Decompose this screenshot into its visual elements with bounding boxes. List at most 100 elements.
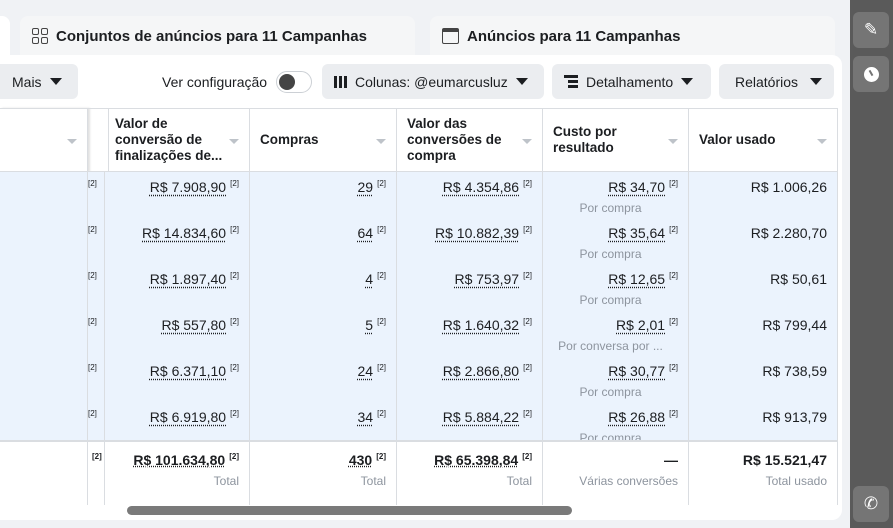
cell-value[interactable]: 5 [365,317,374,333]
cell-value[interactable]: R$ 753,97 [454,271,520,287]
total-value: R$ 15.521,47 [742,452,827,468]
footnote: [2] [377,225,386,234]
cell-subtext: Por compra [579,247,642,261]
columns-label: Colunas: @eumarcusluz [355,73,508,90]
sort-arrow-icon[interactable] [817,139,827,144]
sort-arrow-icon[interactable] [229,139,239,144]
table-cell: R$ 753,97 [2] [397,264,543,310]
tab-active-partial[interactable] [0,16,10,56]
tab-ads[interactable]: Anúncios para 11 Campanhas [430,16,835,56]
cell-value[interactable]: R$ 35,64 [608,225,666,241]
grid-icon [32,28,48,44]
total-label: Total [506,474,532,488]
cell-value[interactable]: 4 [365,271,374,287]
footnote: [2] [669,317,678,326]
column-header[interactable]: Compras [250,108,397,172]
footnote: [2] [669,409,678,418]
footnote: [2] [88,179,97,188]
footnote: [2] [230,363,239,372]
cell-value[interactable]: R$ 30,77 [608,363,666,379]
total-value[interactable]: R$ 101.634,80 [133,452,226,468]
footnote: [2] [377,271,386,280]
table-cell: R$ 35,64 [2] Por compra [543,218,689,264]
total-value[interactable]: 430 [348,452,373,468]
cell-value[interactable]: R$ 2.866,80 [442,363,520,379]
table-cell: R$ 50,61 [689,264,838,310]
horizontal-scrollbar[interactable] [127,506,572,515]
column-header[interactable] [0,108,88,172]
tab-ad-sets[interactable]: Conjuntos de anúncios para 11 Campanhas [20,16,415,56]
column-header[interactable]: Valor usado [689,108,838,172]
cell-value[interactable]: R$ 12,65 [608,271,666,287]
footnote: [2] [669,179,678,188]
reports-button[interactable]: Relatórios [719,64,834,99]
table-cell: [2] [88,264,105,310]
table-cell: R$ 4.354,86 [2] [397,172,543,218]
cell-value[interactable]: R$ 26,88 [608,409,666,425]
columns-icon [334,75,347,88]
totals-cell: R$ 15.521,47 Total usado [689,440,838,505]
clock-icon[interactable] [853,56,889,92]
breakdown-label: Detalhamento [586,73,674,90]
view-setting-toggle[interactable] [276,71,313,93]
table-cell: R$ 6.371,10 [2] [105,356,250,402]
phone-icon[interactable]: ✆ [853,486,889,522]
table-cell: R$ 30,77 [2] Por compra [543,356,689,402]
sort-arrow-icon[interactable] [67,139,77,144]
footnote: [2] [88,409,97,418]
table-cell: R$ 14.834,60 [2] [105,218,250,264]
footnote: [2] [523,271,532,280]
column-header[interactable]: Custo por resultado [543,108,689,172]
table-cell: 24 [2] [250,356,397,402]
table-cell: R$ 1.640,32 [2] [397,310,543,356]
cell-value[interactable]: R$ 14.834,60 [142,225,227,241]
pencil-icon[interactable]: ✎ [853,12,889,48]
view-setting-label: Ver configuração [162,74,268,90]
cell-value[interactable]: 24 [357,363,374,379]
cell-value[interactable]: R$ 5.884,22 [442,409,520,425]
cell-value[interactable]: R$ 6.371,10 [149,363,227,379]
cell-value[interactable]: R$ 1.640,32 [442,317,520,333]
table-cell: R$ 738,59 [689,356,838,402]
column-header[interactable]: Valor de conversão de finalizações de... [105,108,250,172]
breakdown-button[interactable]: Detalhamento [552,64,711,99]
cell-value[interactable]: 29 [357,179,374,195]
sort-arrow-icon[interactable] [376,139,386,144]
cell-value[interactable]: R$ 1.897,40 [149,271,227,287]
cell-value[interactable]: R$ 7.908,90 [149,179,227,195]
total-value[interactable]: R$ 65.398,84 [434,452,519,468]
cell-value: R$ 1.006,26 [750,179,827,195]
more-button[interactable]: Mais [0,64,78,99]
caret-down-icon [515,78,528,85]
table-cell: R$ 7.908,90 [2] [105,172,250,218]
cell-value[interactable]: R$ 4.354,86 [442,179,520,195]
cell-value[interactable]: R$ 10.882,39 [435,225,520,241]
footnote: [2] [88,363,97,372]
table-cell [0,310,88,356]
footnote: [2] [523,363,532,372]
sort-arrow-icon[interactable] [668,139,678,144]
table-cell: R$ 2.866,80 [2] [397,356,543,402]
cell-value[interactable]: R$ 6.919,80 [149,409,227,425]
totals-cell: R$ 65.398,84 [2] Total [397,440,543,505]
cell-value[interactable]: 34 [357,409,374,425]
cell-value[interactable]: R$ 557,80 [161,317,227,333]
sort-arrow-icon[interactable] [522,139,532,144]
column-header[interactable] [88,108,109,172]
footnote: [2] [230,409,239,418]
cell-subtext: Por compra [579,293,642,307]
table-cell: R$ 1.897,40 [2] [105,264,250,310]
more-label: Mais [12,73,42,90]
cell-value[interactable]: 64 [357,225,374,241]
column-header[interactable]: Valor das conversões de compra [397,108,543,172]
footnote: [2] [229,452,239,461]
total-label: Total [360,474,386,488]
cell-subtext: Por compra [579,201,642,215]
column-header-label: Valor das conversões de compra [407,116,502,163]
table-cell [0,356,88,402]
columns-button[interactable]: Colunas: @eumarcusluz [322,64,544,99]
cell-value[interactable]: R$ 34,70 [608,179,666,195]
cell-value: R$ 913,79 [762,409,827,425]
cell-value[interactable]: R$ 2,01 [616,317,666,333]
ad-window-icon [442,28,459,44]
